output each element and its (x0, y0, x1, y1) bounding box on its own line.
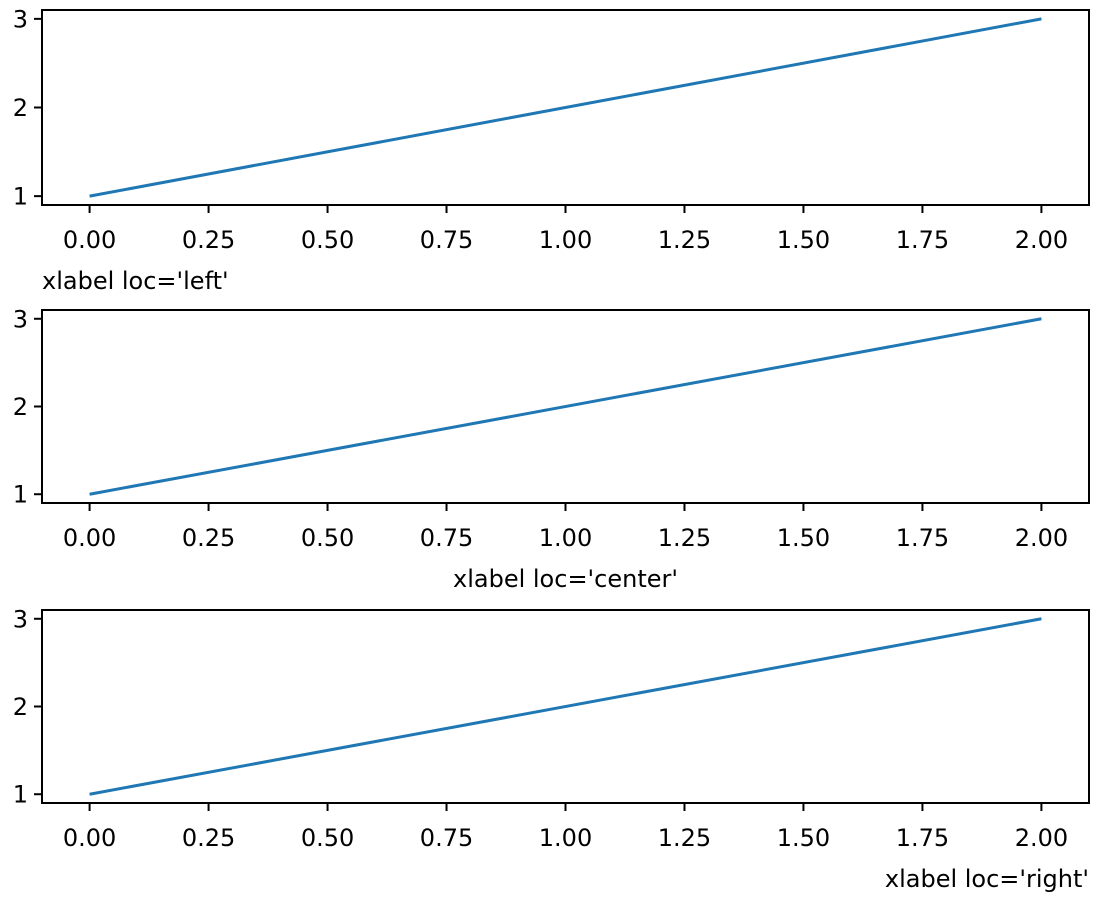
x-tick-label: 1.75 (896, 524, 949, 552)
x-tick-label: 1.00 (539, 524, 592, 552)
x-tick-label: 0.25 (182, 226, 235, 254)
x-tick-label: 1.25 (658, 824, 711, 852)
x-tick-label: 2.00 (1015, 226, 1068, 254)
data-line (89, 17, 1042, 198)
subplot-xlabel-center: 0.00 0.25 0.50 0.75 1.00 1.25 1.50 1.75 2.00 1 2 3 x… (13, 305, 1090, 593)
data-line (89, 317, 1042, 496)
x-axis-label: xlabel loc='left' (42, 267, 229, 295)
x-tick-label: 2.00 (1015, 824, 1068, 852)
plot-border (41, 309, 1090, 504)
x-tick-label: 1.50 (777, 524, 830, 552)
x-tick-label: 1.25 (658, 226, 711, 254)
x-tick-label: 0.25 (182, 524, 235, 552)
y-tick-label: 2 (13, 94, 28, 122)
y-tick-label: 3 (13, 605, 28, 633)
x-tick-label: 0.50 (301, 226, 354, 254)
x-tick-label: 1.50 (777, 226, 830, 254)
plot-border (41, 609, 1090, 804)
plot-border (41, 9, 1090, 206)
x-tick-label: 0.25 (182, 824, 235, 852)
x-tick-label: 0.75 (420, 824, 473, 852)
y-tick-label: 2 (13, 693, 28, 721)
x-tick-label: 0.00 (63, 524, 116, 552)
y-tick-label: 3 (13, 305, 28, 333)
x-tick-label: 2.00 (1015, 524, 1068, 552)
y-tick-label: 3 (13, 5, 28, 33)
x-tick-label: 1.25 (658, 524, 711, 552)
x-tick-label: 1.00 (539, 824, 592, 852)
x-tick-label: 1.00 (539, 226, 592, 254)
subplot-xlabel-left: 0.00 0.25 0.50 0.75 1.00 1.25 1.50 1.75 2.00 1 2 3 x… (13, 5, 1090, 295)
y-tick-label: 1 (13, 781, 28, 809)
x-tick-label: 0.50 (301, 524, 354, 552)
x-tick-label: 0.75 (420, 524, 473, 552)
x-tick-label: 0.00 (63, 824, 116, 852)
x-tick-label: 0.75 (420, 226, 473, 254)
x-tick-label: 1.75 (896, 226, 949, 254)
x-tick-label: 0.50 (301, 824, 354, 852)
x-axis-label: xlabel loc='center' (453, 565, 678, 593)
subplot-xlabel-right: 0.00 0.25 0.50 0.75 1.00 1.25 1.50 1.75 2.00 1 2 3 x… (13, 605, 1090, 893)
x-axis-label: xlabel loc='right' (885, 865, 1089, 893)
y-tick-label: 1 (13, 481, 28, 509)
data-line (89, 617, 1042, 796)
y-tick-label: 1 (13, 183, 28, 211)
x-tick-label: 0.00 (63, 226, 116, 254)
x-tick-label: 1.50 (777, 824, 830, 852)
y-tick-label: 2 (13, 393, 28, 421)
x-tick-label: 1.75 (896, 824, 949, 852)
